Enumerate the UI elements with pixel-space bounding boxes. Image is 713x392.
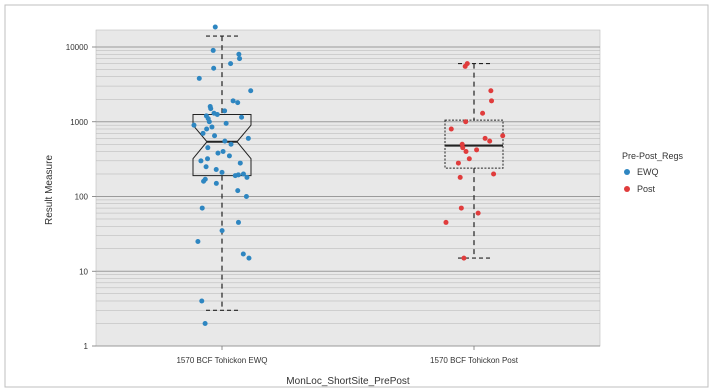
plot-area <box>95 29 601 347</box>
data-point <box>210 47 216 53</box>
data-point <box>228 61 234 67</box>
data-point <box>202 320 208 326</box>
data-point <box>208 106 214 112</box>
data-point <box>475 210 481 216</box>
y-tick-label: 1000 <box>70 118 88 127</box>
y-axis-ticks: 1 10 100 1000 10000 <box>66 43 96 351</box>
x-axis-title: MonLoc_ShortSite_PrePost <box>286 376 410 387</box>
data-point <box>223 120 229 126</box>
data-point <box>480 110 486 116</box>
data-point <box>220 148 226 154</box>
points-ewq <box>191 24 254 326</box>
data-point <box>199 298 205 304</box>
y-tick-label: 10 <box>79 267 88 276</box>
data-point <box>461 255 467 261</box>
legend-marker-post <box>624 186 630 192</box>
data-point <box>219 228 225 234</box>
y-tick-label: 10000 <box>66 43 89 52</box>
grid-lines <box>96 46 600 347</box>
data-point <box>240 171 246 177</box>
data-point <box>236 51 242 57</box>
point-elements <box>191 24 506 326</box>
data-point <box>228 141 234 147</box>
data-point <box>195 239 201 245</box>
data-point <box>463 148 469 154</box>
data-point <box>222 138 228 144</box>
data-point <box>489 98 495 104</box>
data-point <box>199 205 205 211</box>
data-point <box>204 126 210 132</box>
y-axis-title: Result Measure <box>44 155 55 225</box>
data-point <box>212 24 218 30</box>
box-ewq <box>192 35 252 311</box>
data-point <box>198 158 204 164</box>
data-point <box>215 150 221 156</box>
data-point <box>213 180 219 186</box>
data-point <box>205 145 211 151</box>
data-point <box>205 156 211 162</box>
data-point <box>443 219 449 225</box>
data-point <box>462 63 468 69</box>
data-point <box>474 147 480 153</box>
data-point <box>244 174 250 180</box>
data-point <box>463 119 469 125</box>
data-point <box>211 65 217 71</box>
y-tick-label: 1 <box>84 342 89 351</box>
data-point <box>226 153 232 159</box>
data-point <box>191 122 197 128</box>
notched-box <box>192 114 252 177</box>
data-point <box>200 130 206 136</box>
data-point <box>222 108 228 114</box>
data-point <box>232 173 238 179</box>
data-point <box>230 98 236 104</box>
data-point <box>243 194 249 199</box>
legend: Pre-Post_Regs EWQ Post <box>622 151 684 194</box>
data-point <box>448 126 454 132</box>
data-point <box>245 135 251 141</box>
data-point <box>488 88 494 94</box>
data-point <box>246 255 252 261</box>
data-point <box>457 174 463 180</box>
data-point <box>248 88 254 94</box>
data-point <box>235 100 241 106</box>
data-point <box>214 112 220 118</box>
data-point <box>235 188 241 194</box>
data-point <box>482 135 488 141</box>
data-point <box>206 119 212 125</box>
data-point <box>455 160 461 166</box>
data-point <box>458 205 464 211</box>
data-point <box>237 160 243 166</box>
legend-label-ewq: EWQ <box>637 167 659 177</box>
data-point <box>203 164 209 170</box>
data-point <box>460 145 466 151</box>
data-point <box>239 114 245 120</box>
data-point <box>240 251 246 257</box>
data-point <box>235 219 241 225</box>
data-point <box>237 56 243 62</box>
data-point <box>196 75 202 81</box>
data-point <box>466 156 472 162</box>
legend-label-post: Post <box>637 184 656 194</box>
data-point <box>213 166 219 172</box>
data-point <box>500 133 506 139</box>
data-point <box>487 138 493 144</box>
legend-title: Pre-Post_Regs <box>622 151 684 161</box>
x-tick-label: 1570 BCF Tohickon Post <box>430 356 519 365</box>
data-point <box>219 169 225 175</box>
data-point <box>491 171 497 177</box>
box-post <box>444 62 504 259</box>
x-tick-label: 1570 BCF Tohickon EWQ <box>176 356 267 365</box>
data-point <box>212 133 218 139</box>
x-axis-ticks: 1570 BCF Tohickon EWQ 1570 BCF Tohickon P… <box>176 346 519 365</box>
legend-marker-ewq <box>624 169 630 175</box>
data-point <box>209 124 215 130</box>
y-tick-label: 100 <box>75 193 89 202</box>
box <box>444 119 504 169</box>
box-elements <box>192 35 504 311</box>
points-post <box>443 61 506 261</box>
data-point <box>201 178 207 184</box>
